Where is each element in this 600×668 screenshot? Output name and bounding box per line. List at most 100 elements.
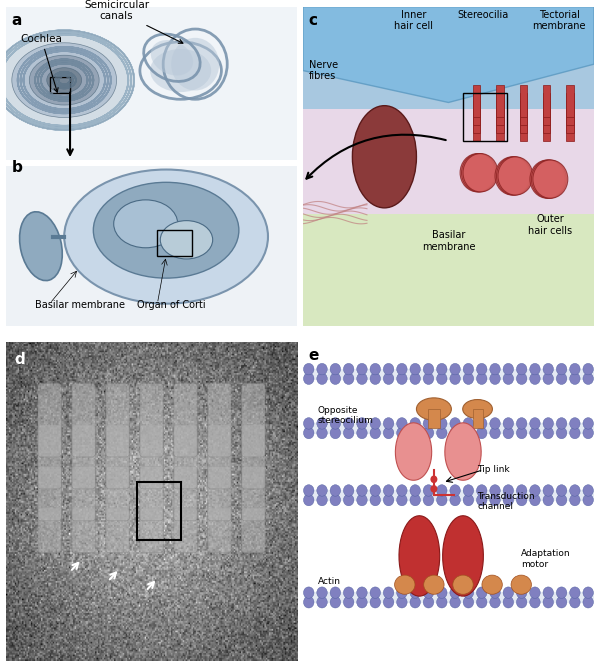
Circle shape — [530, 418, 540, 429]
FancyBboxPatch shape — [566, 109, 574, 141]
FancyBboxPatch shape — [208, 425, 231, 489]
Polygon shape — [445, 423, 481, 480]
Circle shape — [423, 597, 434, 608]
Text: b: b — [12, 160, 23, 175]
Ellipse shape — [416, 398, 451, 420]
Circle shape — [330, 418, 341, 429]
Circle shape — [476, 373, 487, 385]
Circle shape — [569, 373, 580, 385]
FancyBboxPatch shape — [543, 109, 550, 141]
FancyBboxPatch shape — [520, 85, 527, 117]
Circle shape — [463, 494, 473, 506]
Circle shape — [304, 363, 314, 375]
Circle shape — [330, 597, 341, 608]
Circle shape — [463, 587, 473, 599]
Circle shape — [397, 428, 407, 439]
Circle shape — [357, 418, 367, 429]
Circle shape — [410, 373, 421, 385]
FancyBboxPatch shape — [242, 425, 265, 489]
Circle shape — [569, 494, 580, 506]
Circle shape — [437, 418, 447, 429]
Circle shape — [437, 428, 447, 439]
Ellipse shape — [171, 38, 219, 90]
FancyBboxPatch shape — [496, 109, 504, 141]
Circle shape — [556, 363, 567, 375]
Circle shape — [495, 157, 530, 195]
FancyBboxPatch shape — [208, 383, 231, 457]
Circle shape — [370, 363, 380, 375]
FancyBboxPatch shape — [208, 508, 231, 552]
Circle shape — [410, 485, 421, 496]
Circle shape — [410, 363, 421, 375]
FancyBboxPatch shape — [38, 466, 61, 521]
Circle shape — [423, 373, 434, 385]
FancyBboxPatch shape — [140, 508, 163, 552]
Circle shape — [476, 418, 487, 429]
FancyBboxPatch shape — [473, 409, 482, 428]
Text: Adaptation
motor: Adaptation motor — [521, 550, 571, 569]
Circle shape — [476, 587, 487, 599]
Circle shape — [330, 485, 341, 496]
Circle shape — [410, 494, 421, 506]
Text: Nerve
fibres: Nerve fibres — [309, 59, 338, 81]
Circle shape — [343, 418, 354, 429]
Circle shape — [430, 485, 437, 493]
Circle shape — [437, 363, 447, 375]
Circle shape — [383, 373, 394, 385]
Polygon shape — [303, 7, 594, 102]
Circle shape — [370, 494, 380, 506]
Circle shape — [317, 597, 327, 608]
Circle shape — [357, 428, 367, 439]
Circle shape — [543, 373, 553, 385]
Circle shape — [503, 373, 514, 385]
Circle shape — [476, 363, 487, 375]
Circle shape — [496, 157, 532, 195]
Circle shape — [583, 485, 593, 496]
Ellipse shape — [0, 30, 134, 130]
Circle shape — [397, 597, 407, 608]
Ellipse shape — [453, 575, 473, 595]
Ellipse shape — [47, 67, 82, 93]
Circle shape — [503, 587, 514, 599]
Text: Outer
hair cells: Outer hair cells — [528, 214, 572, 236]
Circle shape — [410, 587, 421, 599]
Circle shape — [450, 494, 460, 506]
Circle shape — [450, 597, 460, 608]
Circle shape — [517, 597, 527, 608]
FancyBboxPatch shape — [72, 383, 95, 457]
Ellipse shape — [114, 200, 178, 248]
Circle shape — [357, 373, 367, 385]
Circle shape — [503, 597, 514, 608]
Circle shape — [463, 154, 498, 192]
FancyBboxPatch shape — [38, 383, 61, 457]
Circle shape — [460, 154, 495, 192]
Circle shape — [543, 428, 553, 439]
Circle shape — [530, 485, 540, 496]
Circle shape — [330, 428, 341, 439]
Polygon shape — [443, 516, 484, 596]
Circle shape — [383, 418, 394, 429]
Ellipse shape — [352, 106, 416, 208]
FancyBboxPatch shape — [242, 383, 265, 457]
Circle shape — [450, 485, 460, 496]
Circle shape — [343, 485, 354, 496]
FancyBboxPatch shape — [303, 214, 594, 326]
Circle shape — [463, 597, 473, 608]
Circle shape — [383, 363, 394, 375]
FancyBboxPatch shape — [72, 425, 95, 489]
Circle shape — [370, 597, 380, 608]
FancyBboxPatch shape — [520, 101, 527, 133]
Circle shape — [383, 597, 394, 608]
FancyBboxPatch shape — [303, 109, 594, 214]
FancyBboxPatch shape — [496, 85, 504, 117]
Circle shape — [490, 428, 500, 439]
Circle shape — [410, 418, 421, 429]
FancyBboxPatch shape — [566, 93, 574, 125]
Circle shape — [503, 418, 514, 429]
Polygon shape — [395, 423, 431, 480]
Ellipse shape — [64, 170, 268, 304]
FancyBboxPatch shape — [6, 166, 297, 326]
Circle shape — [317, 485, 327, 496]
Text: Tectorial
membrane: Tectorial membrane — [532, 10, 586, 31]
Text: d: d — [15, 351, 25, 367]
